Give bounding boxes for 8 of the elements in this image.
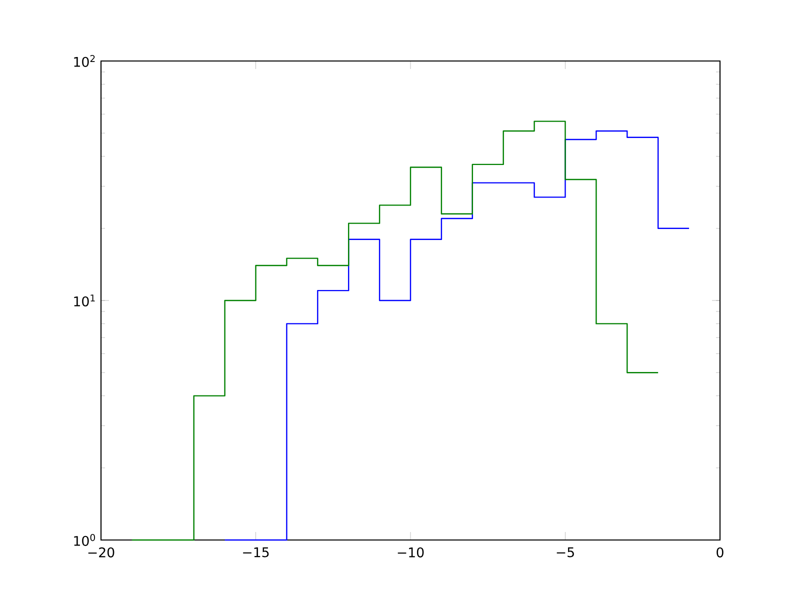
x-tick-label: −10 <box>398 547 424 558</box>
y-tick-label: 10$^{2}$ <box>74 55 95 67</box>
x-tick-label: 0 <box>716 547 724 558</box>
x-tick-label: −20 <box>88 547 114 558</box>
x-tick-label: −5 <box>556 547 574 558</box>
y-tick-label: 10$^{1}$ <box>74 294 95 306</box>
y-tick-label: 10$^{0}$ <box>74 534 95 546</box>
x-tick-label: −15 <box>243 547 269 558</box>
